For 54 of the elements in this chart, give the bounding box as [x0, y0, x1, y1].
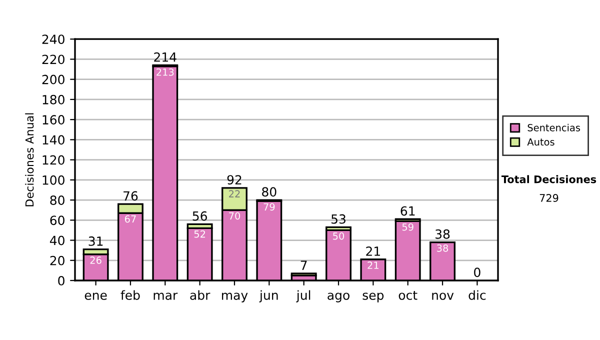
- total-label: 80: [262, 187, 276, 197]
- total-label: 7: [300, 260, 307, 270]
- data-label: 21: [368, 262, 378, 269]
- total-label: 214: [154, 52, 176, 62]
- x-tick-label: jul: [296, 290, 310, 302]
- text: Total Decisiones: [501, 175, 596, 184]
- total-label: 0: [474, 268, 480, 278]
- data-label: 52: [194, 230, 206, 238]
- total-label: 92: [227, 175, 242, 185]
- legend-label: Sentencias: [528, 124, 580, 132]
- data-label: 213: [156, 68, 174, 76]
- data-label: 67: [124, 215, 136, 223]
- y-tick-label: 140: [42, 135, 64, 145]
- total-label: 38: [436, 229, 450, 239]
- y-tick-label: 220: [42, 54, 64, 64]
- x-tick-label: ene: [84, 292, 107, 300]
- data-label: 38: [437, 244, 448, 252]
- x-tick-label: may: [222, 292, 248, 302]
- y-axis-title: Decisiones Anual: [25, 113, 34, 206]
- data-label: 79: [264, 203, 275, 211]
- total-label: 56: [192, 211, 207, 221]
- y-tick-label: 160: [42, 115, 64, 124]
- y-tick-label: 40: [50, 236, 64, 246]
- x-tick-label: nov: [432, 292, 454, 300]
- data-label: 26: [90, 256, 102, 264]
- y-tick-label: 60: [50, 216, 64, 226]
- x-tick-label: feb: [120, 290, 140, 300]
- y-tick-label: 0: [58, 276, 64, 286]
- x-tick-label: sep: [362, 292, 384, 302]
- x-tick-label: mar: [154, 292, 178, 300]
- data-label: 22: [229, 190, 240, 198]
- total-label: 76: [124, 191, 138, 201]
- total-label: 61: [400, 206, 415, 216]
- total-label: 53: [332, 214, 346, 224]
- y-tick-label: 20: [50, 256, 64, 266]
- data-label: 50: [333, 232, 344, 240]
- total-label: 21: [366, 246, 380, 256]
- text: 729: [540, 194, 558, 202]
- data-label: 70: [229, 212, 240, 220]
- y-tick-label: 240: [42, 34, 64, 44]
- x-tick-label: oct: [398, 290, 418, 300]
- x-tick-label: jun: [259, 290, 278, 302]
- y-tick-label: 180: [42, 94, 64, 104]
- bar: [290, 272, 317, 276]
- data-label: 59: [402, 223, 414, 231]
- y-tick-label: 120: [42, 155, 64, 165]
- y-tick-label: 80: [50, 196, 64, 205]
- legend-label: Autos: [527, 138, 554, 146]
- x-tick-label: abr: [190, 290, 210, 300]
- x-tick-label: ago: [328, 292, 350, 302]
- y-tick-label: 200: [42, 74, 64, 84]
- total-label: 31: [88, 236, 103, 246]
- y-tick-label: 100: [42, 175, 64, 185]
- x-tick-label: dic: [468, 290, 486, 300]
